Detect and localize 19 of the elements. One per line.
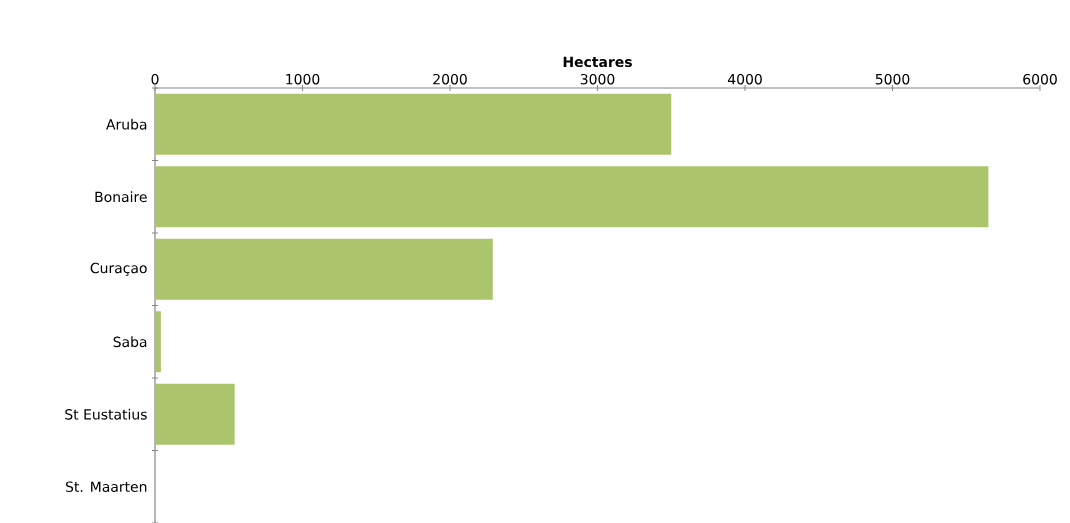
bar: [155, 311, 161, 373]
x-tick-label: 0: [151, 73, 159, 85]
y-tick-label: St. Maarten: [65, 481, 147, 493]
x-tick-label: 4000: [727, 73, 762, 85]
bar: [155, 166, 989, 228]
x-tick-label: 6000: [1023, 73, 1057, 85]
bar: [155, 383, 235, 445]
y-tick-label: Aruba: [106, 118, 147, 130]
x-tick-label: 3000: [580, 73, 615, 85]
x-tick-label: 1000: [286, 73, 320, 85]
x-axis-title: Hectares: [563, 56, 632, 68]
y-tick-label: Bonaire: [95, 191, 147, 203]
bar: [155, 238, 493, 300]
y-tick-label: Curaçao: [90, 262, 147, 276]
x-tick-label: 2000: [433, 73, 467, 85]
bar: [155, 93, 672, 155]
y-tick-label: St Eustatius: [65, 408, 147, 420]
y-tick-label: Saba: [113, 336, 147, 348]
x-tick-label: 5000: [875, 73, 910, 85]
